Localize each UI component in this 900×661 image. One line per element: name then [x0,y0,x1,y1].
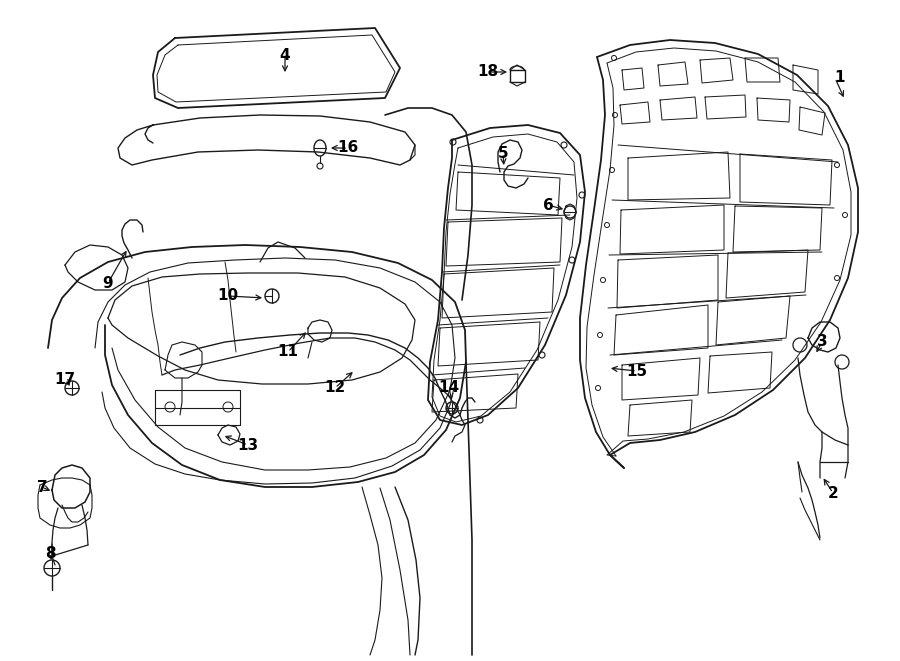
Text: 16: 16 [338,141,358,155]
Text: 2: 2 [828,485,839,500]
Text: 9: 9 [103,276,113,290]
Text: 13: 13 [238,438,258,453]
Text: 12: 12 [324,381,346,395]
Text: 3: 3 [816,334,827,350]
Text: 17: 17 [54,373,76,387]
Text: 5: 5 [498,145,508,161]
Text: 6: 6 [543,198,553,212]
Text: 10: 10 [218,288,238,303]
Text: 11: 11 [277,344,299,360]
Text: 18: 18 [477,65,499,79]
Text: 7: 7 [37,479,48,494]
Text: 4: 4 [280,48,291,63]
Text: 14: 14 [438,379,460,395]
Text: 15: 15 [626,364,648,379]
Text: 8: 8 [45,545,55,561]
Text: 1: 1 [835,71,845,85]
